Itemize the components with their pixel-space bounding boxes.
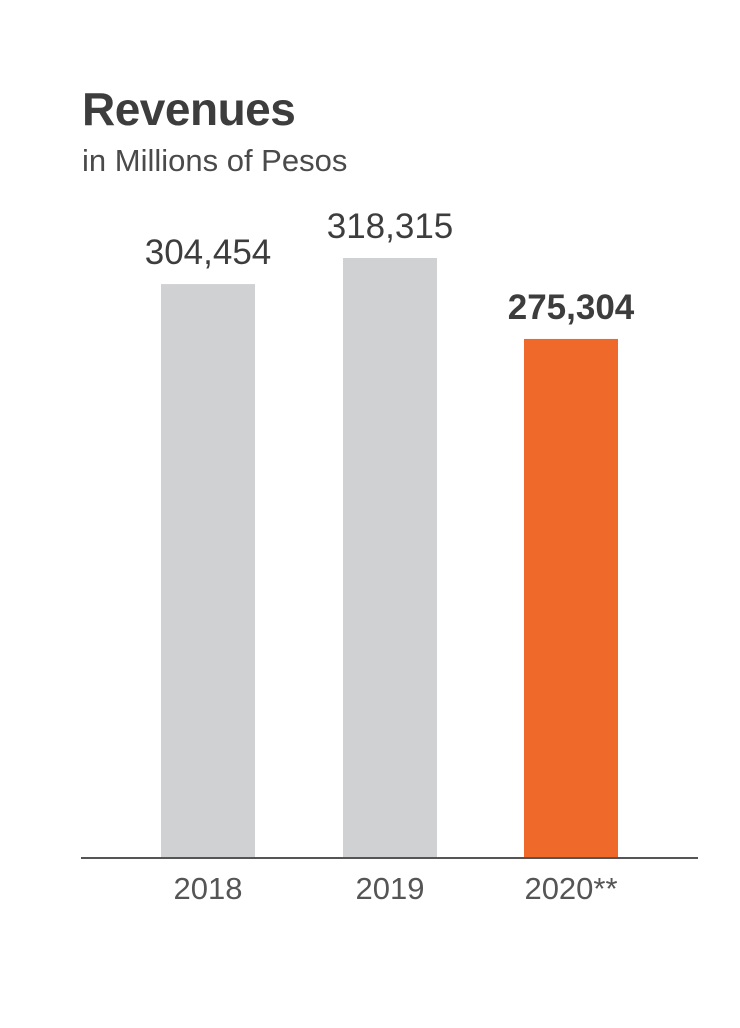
- value-label-2018: 304,454: [145, 233, 272, 272]
- bar-2020**: [524, 338, 618, 858]
- value-label-2019: 318,315: [327, 207, 454, 246]
- labels-layer: 304,454 2018 318,315 2019 275,304 2020**: [145, 207, 635, 906]
- category-label-2019: 2019: [356, 871, 425, 906]
- bars-layer: [161, 258, 618, 858]
- chart-subtitle: in Millions of Pesos: [82, 143, 348, 178]
- chart-title: Revenues: [82, 83, 296, 135]
- category-label-2018: 2018: [174, 871, 243, 906]
- category-label-2020**: 2020**: [524, 871, 617, 906]
- bar-2018: [161, 284, 255, 858]
- bar-2019: [343, 258, 437, 857]
- value-label-2020**: 275,304: [508, 288, 635, 327]
